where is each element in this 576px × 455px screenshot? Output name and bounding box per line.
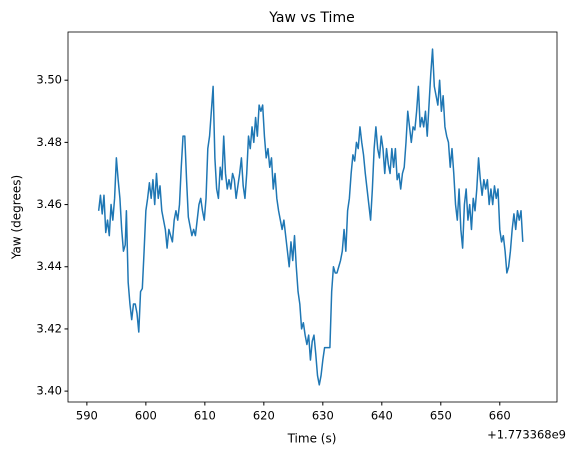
x-tick-label: 610	[194, 409, 216, 423]
chart-title: Yaw vs Time	[268, 10, 354, 26]
x-tick-label: 660	[489, 409, 511, 423]
y-tick-label: 3.50	[36, 73, 62, 87]
y-axis-label: Yaw (degrees)	[10, 175, 24, 260]
x-offset-label: +1.773368e9	[487, 428, 566, 442]
x-tick-label: 590	[76, 409, 98, 423]
x-axis-label: Time (s)	[287, 432, 337, 446]
x-tick-label: 600	[135, 409, 157, 423]
plot-frame	[67, 31, 558, 403]
x-tick-label: 620	[253, 409, 275, 423]
y-tick-label: 3.48	[36, 135, 62, 149]
x-tick-label: 630	[312, 409, 334, 423]
y-tick-label: 3.44	[36, 259, 62, 273]
y-tick-label: 3.40	[36, 384, 62, 398]
x-tick-label: 640	[371, 409, 393, 423]
data-line	[97, 48, 524, 386]
y-tick-label: 3.46	[36, 197, 62, 211]
x-tick-label: 650	[430, 409, 452, 423]
y-tick-label: 3.42	[36, 321, 62, 335]
